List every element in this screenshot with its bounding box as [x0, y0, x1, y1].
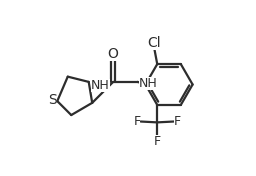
Text: NH: NH	[139, 77, 158, 90]
Text: F: F	[154, 135, 161, 148]
Text: Cl: Cl	[148, 36, 161, 50]
Text: F: F	[174, 115, 181, 128]
Text: S: S	[48, 93, 57, 107]
Text: O: O	[108, 47, 119, 61]
Text: F: F	[133, 115, 140, 128]
Text: NH: NH	[91, 78, 110, 92]
